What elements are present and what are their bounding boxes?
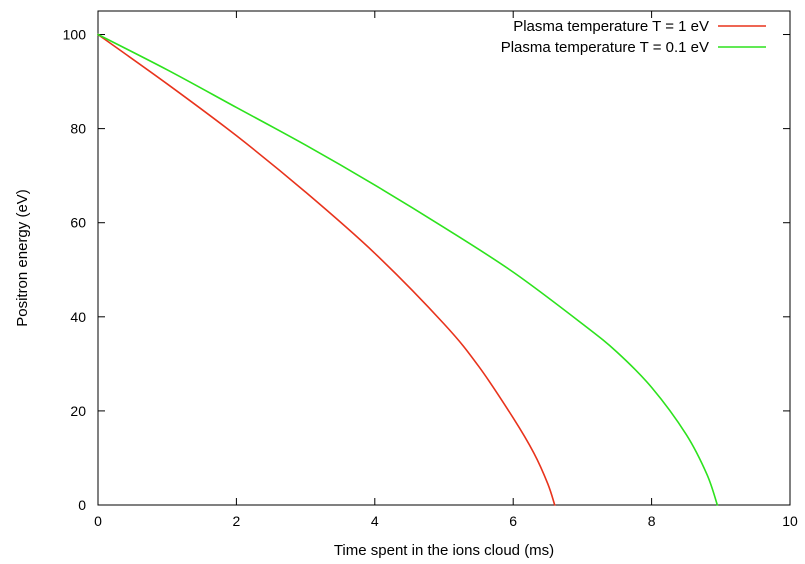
x-tick-label: 6 xyxy=(509,513,517,529)
legend-label-1: Plasma temperature T = 1 eV xyxy=(513,18,709,35)
plot-frame xyxy=(97,10,791,506)
series-line-1 xyxy=(97,33,556,506)
y-tick-label: 60 xyxy=(70,215,86,231)
y-tick-label: 100 xyxy=(63,27,87,43)
y-tick-label: 0 xyxy=(78,497,86,513)
legend-label-2: Plasma temperature T = 0.1 eV xyxy=(501,39,709,56)
legend: Plasma temperature T = 1 eV Plasma temper… xyxy=(501,18,766,56)
x-tick-label: 8 xyxy=(648,513,656,529)
y-tick-label: 80 xyxy=(70,121,86,137)
y-axis-label: Positron energy (eV) xyxy=(14,189,31,327)
y-tick-label: 40 xyxy=(70,309,86,325)
x-tick-label: 0 xyxy=(94,513,102,529)
x-tick-label: 10 xyxy=(782,513,798,529)
x-tick-label: 2 xyxy=(233,513,241,529)
x-tick-label: 4 xyxy=(371,513,379,529)
series-group xyxy=(97,33,719,506)
y-tick-label: 20 xyxy=(70,403,86,419)
series-line-2 xyxy=(97,33,719,506)
x-axis-label: Time spent in the ions cloud (ms) xyxy=(334,542,554,559)
